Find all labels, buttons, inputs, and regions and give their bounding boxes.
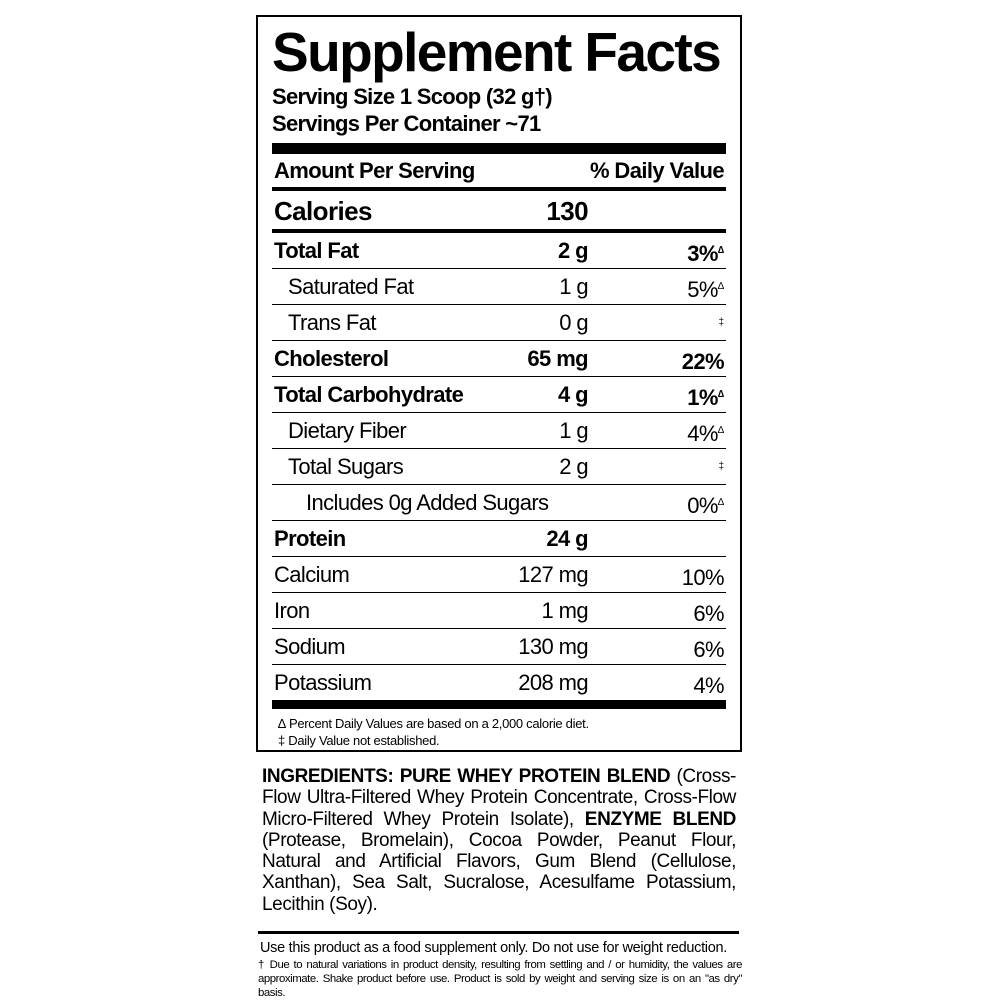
nutrient-amount: 65 mg bbox=[527, 346, 588, 371]
footnote: ∆ Percent Daily Values are based on a 2,… bbox=[278, 716, 589, 731]
dv-mark: ‡ bbox=[718, 461, 724, 472]
nutrient-amount: 4 g bbox=[558, 382, 589, 407]
nutrient-name: Total Sugars bbox=[288, 454, 404, 479]
disclaimer: † Due to natural variations in product d… bbox=[258, 959, 742, 999]
nutrient-name: Iron bbox=[274, 598, 310, 623]
thick-divider bbox=[272, 143, 726, 154]
nutrient-dv: ‡ bbox=[718, 305, 724, 344]
protein-blend: PURE WHEY PROTEIN BLEND bbox=[399, 766, 671, 787]
dv-header: % Daily Value bbox=[589, 158, 725, 183]
nutrient-dv: 3%∆ bbox=[687, 233, 724, 272]
dv-value: 10% bbox=[681, 565, 725, 590]
dv-value: 1% bbox=[687, 385, 718, 410]
calories-value: 130 bbox=[546, 196, 588, 226]
serving-size: Serving Size 1 Scoop (32 g†) bbox=[272, 84, 553, 109]
dv-value: 22% bbox=[681, 349, 725, 374]
nutrient-name: Cholesterol bbox=[274, 346, 389, 371]
nutrient-name: Sodium bbox=[274, 634, 346, 659]
dv-value: 4% bbox=[693, 673, 724, 698]
nutrient-amount: 0 g bbox=[559, 310, 588, 335]
dv-mark: ∆ bbox=[717, 389, 724, 400]
nutrient-name: Total Fat bbox=[274, 238, 359, 263]
footnote: ‡ Daily Value not established. bbox=[278, 733, 440, 748]
dv-mark: ∆ bbox=[717, 497, 724, 508]
nutrient-row: Saturated Fat 1 g 5%∆ bbox=[272, 269, 726, 305]
nutrient-amount: 127 mg bbox=[518, 562, 588, 587]
nutrient-amount: 1 g bbox=[559, 274, 588, 299]
nutrient-amount: 2 g bbox=[558, 238, 589, 263]
nutrient-row: Dietary Fiber 1 g 4%∆ bbox=[272, 413, 726, 449]
nutrient-amount: 24 g bbox=[546, 526, 588, 551]
nutrient-name: Total Carbohydrate bbox=[274, 382, 464, 407]
dv-value: 3% bbox=[687, 241, 718, 266]
nutrient-dv: 10% bbox=[681, 557, 725, 596]
amount-header: Amount Per Serving bbox=[274, 158, 475, 183]
nutrient-row: Potassium 208 mg 4% bbox=[272, 665, 726, 700]
ingredients-text: (Protease, Bromelain), Cocoa Powder, Pea… bbox=[262, 829, 736, 915]
nutrient-row: Total Fat 2 g 3%∆ bbox=[272, 233, 726, 269]
nutrient-dv: 1%∆ bbox=[687, 377, 724, 416]
divider bbox=[258, 931, 739, 934]
nutrient-name: Saturated Fat bbox=[288, 274, 414, 299]
nutrient-dv: ‡ bbox=[718, 449, 724, 488]
nutrient-dv: 5%∆ bbox=[687, 269, 724, 308]
nutrient-row: Includes 0g Added Sugars 0%∆ bbox=[272, 485, 726, 521]
dv-mark: ∆ bbox=[717, 425, 724, 436]
dv-value: 5% bbox=[687, 277, 718, 302]
nutrient-dv: 6% bbox=[693, 593, 724, 632]
enzyme-blend: ENZYME BLEND bbox=[584, 808, 737, 830]
ingredients: INGREDIENTS: PURE WHEY PROTEIN BLEND (Cr… bbox=[262, 766, 736, 915]
nutrient-name: Protein bbox=[274, 526, 346, 551]
calories-row: Calories 130 bbox=[272, 191, 726, 233]
nutrient-name: Potassium bbox=[274, 670, 372, 695]
dv-mark: ‡ bbox=[718, 317, 724, 328]
thick-divider-bottom bbox=[272, 700, 726, 709]
dv-mark: ∆ bbox=[717, 281, 724, 292]
servings-per-container: Servings Per Container ~71 bbox=[272, 111, 541, 136]
calories-label: Calories bbox=[274, 196, 372, 226]
nutrient-row: Total Sugars 2 g ‡ bbox=[272, 449, 726, 485]
nutrient-row: Trans Fat 0 g ‡ bbox=[272, 305, 726, 341]
dv-value: 6% bbox=[693, 601, 724, 626]
panel-title: Supplement Facts bbox=[272, 21, 722, 83]
dv-value: 4% bbox=[687, 421, 718, 446]
dv-value: 6% bbox=[693, 637, 724, 662]
nutrient-row: Total Carbohydrate 4 g 1%∆ bbox=[272, 377, 726, 413]
nutrient-row: Cholesterol 65 mg 22% bbox=[272, 341, 726, 377]
usage-note: Use this product as a food supplement on… bbox=[260, 940, 727, 956]
nutrient-row: Protein 24 g bbox=[272, 521, 726, 557]
nutrient-name: Calcium bbox=[274, 562, 350, 587]
nutrient-amount: 1 mg bbox=[541, 598, 588, 623]
dv-mark: ∆ bbox=[717, 245, 724, 256]
nutrient-amount: 130 mg bbox=[518, 634, 588, 659]
nutrient-row: Sodium 130 mg 6% bbox=[272, 629, 726, 665]
nutrient-dv: 0%∆ bbox=[687, 485, 724, 524]
nutrient-dv: 4% bbox=[693, 665, 724, 704]
nutrient-dv: 22% bbox=[681, 341, 725, 380]
nutrient-name: Includes 0g Added Sugars bbox=[306, 490, 549, 515]
nutrient-name: Trans Fat bbox=[288, 310, 377, 335]
supplement-facts-panel: Supplement Facts Serving Size 1 Scoop (3… bbox=[256, 15, 742, 752]
nutrient-row: Calcium 127 mg 10% bbox=[272, 557, 726, 593]
nutrient-dv: 6% bbox=[693, 629, 724, 668]
nutrient-dv: 4%∆ bbox=[687, 413, 724, 452]
nutrient-row: Iron 1 mg 6% bbox=[272, 593, 726, 629]
nutrient-amount: 2 g bbox=[559, 454, 588, 479]
column-header: Amount Per Serving % Daily Value bbox=[272, 154, 726, 191]
ingredients-label: INGREDIENTS: bbox=[262, 766, 394, 787]
protein-blend-text: (Cross-Flow Ultra-Filtered Whey Protein … bbox=[262, 766, 736, 830]
nutrient-amount: 208 mg bbox=[518, 670, 588, 695]
dv-value: 0% bbox=[687, 493, 718, 518]
nutrient-name: Dietary Fiber bbox=[288, 418, 407, 443]
nutrient-amount: 1 g bbox=[559, 418, 588, 443]
